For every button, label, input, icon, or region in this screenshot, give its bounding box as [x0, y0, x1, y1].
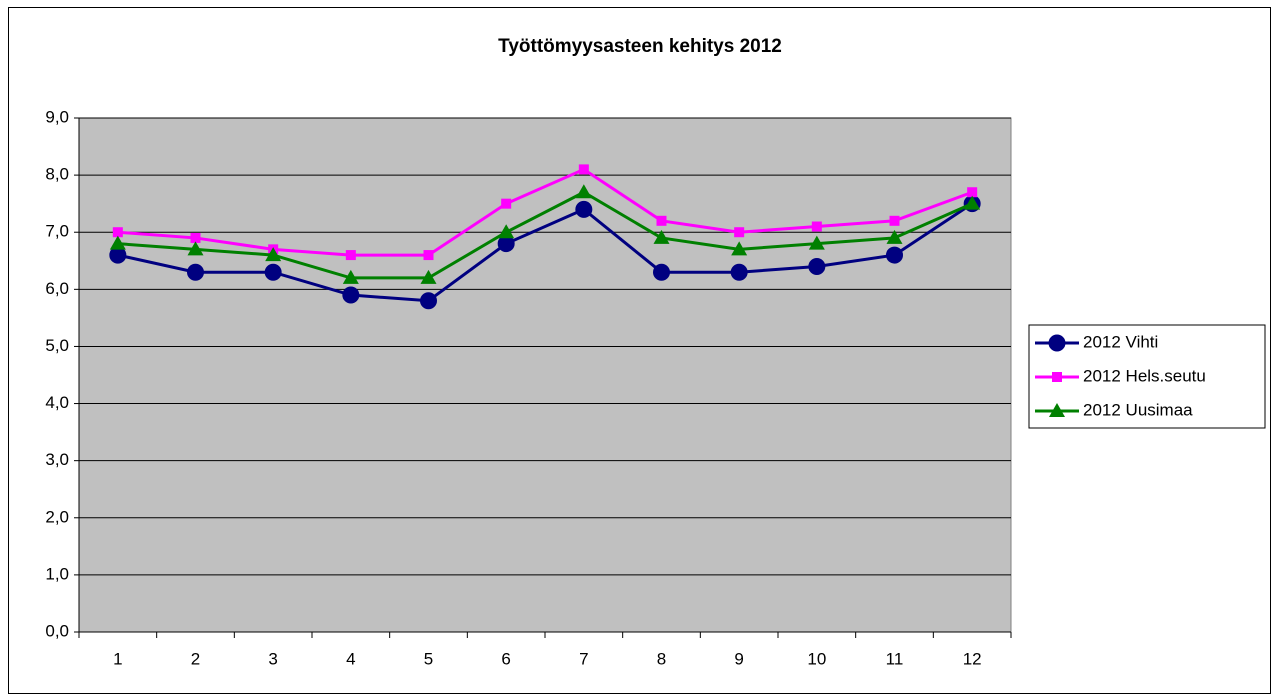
marker	[342, 286, 360, 304]
y-tick-label: 2,0	[45, 507, 69, 526]
marker	[420, 269, 437, 284]
y-tick-label: 8,0	[45, 165, 69, 184]
marker	[109, 235, 126, 250]
marker	[342, 269, 359, 284]
marker	[653, 229, 670, 244]
marker	[967, 187, 978, 198]
marker	[345, 250, 356, 261]
marker	[498, 224, 515, 239]
y-tick-label: 4,0	[45, 393, 69, 412]
marker	[575, 184, 592, 199]
marker	[964, 195, 981, 210]
series-line	[117, 190, 973, 280]
marker	[653, 263, 670, 281]
x-tick-label: 4	[346, 649, 355, 668]
y-tick-label: 7,0	[45, 222, 69, 241]
marker	[265, 247, 282, 262]
marker	[730, 263, 748, 281]
marker	[578, 164, 589, 175]
x-tick-label: 7	[579, 649, 588, 668]
marker	[420, 292, 437, 310]
marker	[112, 227, 123, 238]
marker	[575, 200, 593, 218]
y-tick-label: 1,0	[45, 564, 69, 583]
x-tick-label: 3	[268, 649, 277, 668]
x-tick-label: 1	[113, 649, 122, 668]
marker	[886, 246, 903, 264]
marker	[423, 250, 434, 261]
marker	[187, 241, 204, 256]
marker	[1048, 334, 1066, 352]
legend-label: 2012 Vihti	[1083, 332, 1158, 351]
x-tick-label: 11	[886, 649, 904, 668]
series-line	[117, 167, 973, 257]
x-tick-label: 6	[501, 649, 510, 668]
marker	[1049, 403, 1065, 417]
x-tick-label: 8	[657, 649, 666, 668]
x-tick-label: 12	[963, 649, 982, 668]
marker	[886, 229, 903, 244]
x-tick-label: 2	[191, 649, 200, 668]
x-tick-label: 9	[734, 649, 743, 668]
marker	[187, 263, 204, 281]
legend-label: 2012 Uusimaa	[1083, 400, 1193, 419]
y-tick-label: 5,0	[45, 336, 69, 355]
y-tick-label: 3,0	[45, 450, 69, 469]
x-tick-label: 10	[807, 649, 826, 668]
plot-area	[78, 117, 1012, 633]
marker	[808, 235, 825, 250]
legend-label: 2012 Hels.seutu	[1083, 366, 1206, 385]
chart-title: Työttömyysasteen kehitys 2012	[498, 36, 782, 57]
marker	[190, 232, 201, 243]
marker	[734, 227, 745, 238]
marker	[264, 263, 282, 281]
marker	[811, 221, 822, 232]
series-line	[117, 202, 973, 303]
marker	[889, 215, 900, 226]
y-tick-label: 9,0	[45, 107, 69, 126]
marker	[808, 257, 826, 275]
x-tick-label: 5	[424, 649, 433, 668]
marker	[1052, 372, 1062, 382]
y-tick-label: 0,0	[45, 621, 69, 640]
y-tick-label: 6,0	[45, 279, 69, 298]
marker	[731, 241, 748, 256]
marker	[656, 215, 667, 226]
marker	[501, 198, 512, 209]
